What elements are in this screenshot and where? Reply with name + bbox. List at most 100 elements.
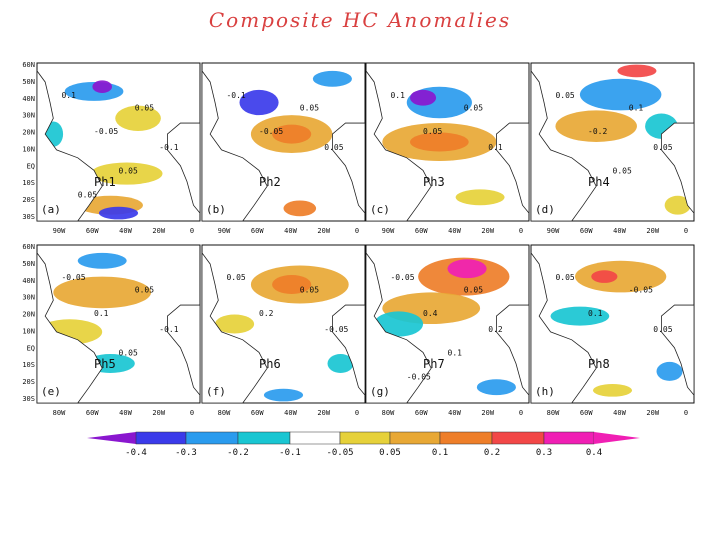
contour-label: 0.4 [423, 309, 438, 318]
lon-tick-label: 20W [481, 227, 494, 235]
colorbar-segment [491, 431, 545, 445]
anomaly-area [312, 70, 352, 87]
anomaly-area [555, 110, 637, 142]
lon-tick-label: 0 [684, 409, 688, 417]
africa-land [331, 122, 365, 214]
colorbar-tick-label: -0.3 [175, 448, 197, 458]
anomaly-area [263, 388, 304, 402]
colorbar-tick-label: -0.05 [326, 448, 353, 458]
contour-label: 0.05 [613, 167, 632, 176]
colorbar-segment [185, 431, 239, 445]
lon-tick-label: 60W [251, 409, 264, 417]
lon-tick-label: 40W [119, 409, 132, 417]
colorbar-segment [389, 431, 441, 445]
anomaly-area [272, 124, 312, 144]
contour-label: -0.1 [159, 325, 178, 334]
contour-label: 0.05 [119, 167, 138, 176]
anomaly-area [591, 270, 618, 283]
lat-tick-label: 40N [22, 95, 35, 103]
contour-label: 0.05 [653, 325, 672, 334]
lon-tick-label: 40W [613, 409, 626, 417]
lat-tick-label: 10N [22, 327, 35, 335]
anomaly-area [550, 306, 610, 326]
lon-tick-label: 60W [580, 227, 593, 235]
colorbar-segment [543, 431, 595, 445]
contour-label: 0.1 [588, 309, 603, 318]
contour-label: -0.05 [390, 273, 414, 282]
contour-label: 0.1 [390, 91, 405, 100]
lon-tick-label: 60W [580, 409, 593, 417]
colorbar: -0.4 -0.3 -0.2 -0.1 -0.05 0.05 0.1 0.2 0.3 0.4 [87, 431, 640, 458]
anomaly-area [53, 276, 152, 309]
phase-label: Ph3 [423, 175, 445, 189]
lon-tick-label: 60W [251, 227, 264, 235]
contour-label: 0.05 [78, 190, 97, 199]
phase-label: Ph4 [588, 175, 610, 189]
contour-label: 0.05 [464, 103, 483, 112]
lon-tick-label: 80W [547, 409, 560, 417]
lon-tick-label: 90W [547, 227, 560, 235]
contour-label: 0.05 [135, 103, 154, 112]
anomaly-area [115, 105, 161, 131]
panel-letter: (a) [41, 203, 61, 216]
contour-label: 0.05 [226, 273, 245, 282]
anomaly-area [92, 80, 112, 94]
panel-c: 0.1 0.05 0.05 0.1 Ph3 (c) 90W 60W 40W 20W 0 [365, 62, 530, 235]
lon-tick-label: 20W [152, 409, 165, 417]
lat-tick-label: 20N [22, 311, 35, 319]
contour-label: -0.05 [94, 127, 118, 136]
anomaly-area [617, 64, 657, 78]
contour-label: 0.05 [300, 103, 319, 112]
africa-land [661, 304, 694, 396]
contour-label: 0.1 [94, 309, 109, 318]
anomaly-area [98, 206, 139, 220]
lon-tick-label: 90W [53, 227, 66, 235]
lon-tick-label: 40W [119, 227, 132, 235]
lat-tick-label: 20N [22, 129, 35, 137]
contour-label: 0.05 [555, 91, 574, 100]
panel-letter: (g) [370, 385, 390, 398]
africa-land [166, 304, 200, 396]
colorbar-tick-label: 0.05 [379, 448, 401, 458]
lat-tick-label: 30N [22, 112, 35, 120]
colorbar-segment [135, 431, 187, 445]
anomaly-area [455, 189, 505, 206]
lat-tick-label: 30S [22, 213, 35, 221]
colorbar-segment [439, 431, 493, 445]
anomaly-area [239, 89, 279, 116]
contour-label: -0.05 [629, 285, 653, 294]
anomaly-area [656, 361, 683, 381]
contour-label: 0.2 [488, 325, 503, 334]
contour-label: 0.05 [555, 273, 574, 282]
americas-land [366, 70, 432, 221]
panel-letter: (c) [370, 203, 390, 216]
contour-label: -0.1 [159, 143, 178, 152]
contour-label: 0.05 [423, 127, 442, 136]
africa-land [495, 122, 529, 214]
lat-tick-label: 10S [22, 361, 35, 369]
lat-tick-label: 30S [22, 395, 35, 403]
contour-label: 0.2 [259, 309, 274, 318]
contour-label: -0.05 [259, 127, 283, 136]
contour-label: 0.1 [488, 143, 503, 152]
lon-tick-label: 40W [613, 227, 626, 235]
anomaly-area [283, 200, 317, 217]
panel-letter: (b) [206, 203, 226, 216]
colorbar-extend-low [87, 432, 136, 444]
lon-tick-label: 0 [355, 227, 359, 235]
colorbar-tick-label: -0.2 [227, 448, 249, 458]
anomaly-area [90, 162, 163, 185]
contour-label: -0.1 [226, 91, 245, 100]
lon-tick-label: 20W [317, 227, 330, 235]
lat-tick-label: 20S [22, 196, 35, 204]
lon-tick-label: 20W [152, 227, 165, 235]
colorbar-segment [339, 431, 391, 445]
panel-letter: (h) [535, 385, 555, 398]
panel-letter: (d) [535, 203, 555, 216]
lon-tick-label: 40W [284, 409, 297, 417]
colorbar-tick-label: -0.4 [125, 448, 147, 458]
lon-tick-label: 40W [284, 227, 297, 235]
